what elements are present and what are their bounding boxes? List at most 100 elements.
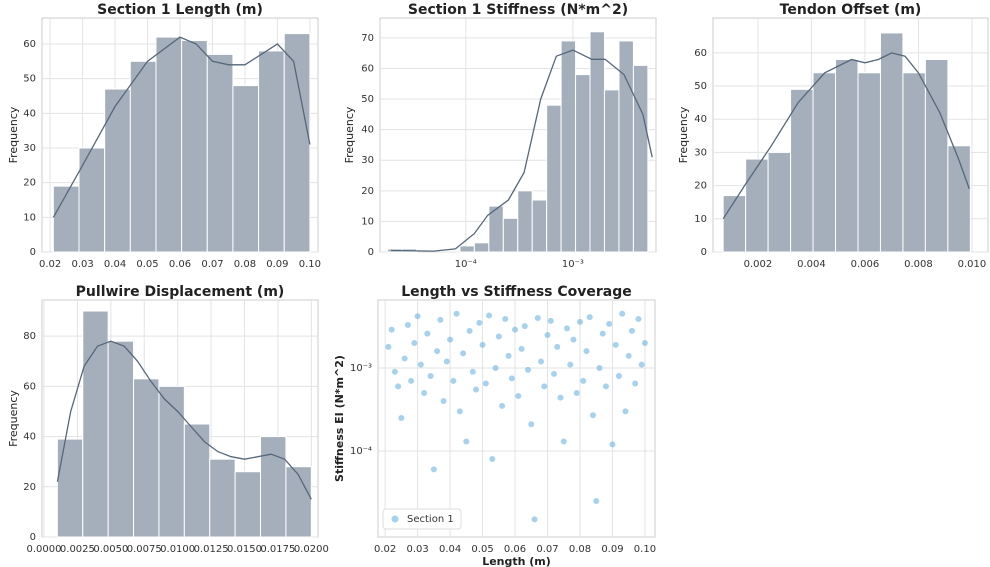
scatter-point xyxy=(586,314,593,321)
histogram-bar xyxy=(632,64,649,253)
x-tick-label: 0.02 xyxy=(39,259,61,270)
y-tick-label: 0 xyxy=(368,247,374,258)
x-tick-label: 0.05 xyxy=(471,544,493,555)
histogram-bar xyxy=(107,340,135,538)
histogram-bar xyxy=(129,60,157,253)
x-tick-label: 0.07 xyxy=(201,259,223,270)
histogram-bar xyxy=(517,190,533,253)
y-tick-label: 50 xyxy=(23,74,36,85)
histogram-bar xyxy=(285,466,312,538)
legend-marker xyxy=(391,515,399,523)
x-axis-label: Length (m) xyxy=(482,555,551,567)
histogram-bar xyxy=(206,53,234,253)
histogram-bar xyxy=(155,36,183,253)
x-tick-label: 0.10 xyxy=(634,544,656,555)
scatter-point xyxy=(424,330,431,337)
histogram-bar xyxy=(56,438,84,538)
x-tick-label: 0.0075 xyxy=(127,544,162,555)
y-tick-label: 20 xyxy=(23,482,36,493)
y-tick-label: 10 xyxy=(23,212,36,223)
scatter-point xyxy=(541,383,548,390)
kde-line xyxy=(56,340,312,500)
y-tick-label: 30 xyxy=(361,155,374,166)
histogram-bar xyxy=(531,199,548,253)
histogram-bar xyxy=(104,88,131,253)
scatter-point xyxy=(469,368,476,375)
scatter-point xyxy=(596,365,603,372)
y-tick-label: 40 xyxy=(361,125,374,136)
kde-line xyxy=(52,36,311,218)
scatter-point xyxy=(525,366,532,373)
y-tick-label: 30 xyxy=(23,143,36,154)
x-tick-label: 0.0125 xyxy=(194,544,229,555)
kde-line xyxy=(390,49,653,252)
x-tick-label: 0.04 xyxy=(104,259,126,270)
scatter-point xyxy=(430,466,437,473)
scatter-point xyxy=(492,365,499,372)
histogram-bar xyxy=(767,151,792,253)
histogram-bar xyxy=(902,72,926,253)
scatter-point xyxy=(479,341,486,348)
histogram-bar xyxy=(812,72,837,253)
y-tick-label: 40 xyxy=(23,432,36,443)
y-axis-label: Frequency xyxy=(343,106,356,163)
scatter-point xyxy=(508,375,515,382)
y-tick-label: 60 xyxy=(23,381,36,392)
legend-box xyxy=(382,508,462,530)
x-tick-label: 0.08 xyxy=(234,259,256,270)
scatter-point xyxy=(466,327,473,334)
x-tick-label: 0.0025 xyxy=(60,544,95,555)
x-tick-label: 0.08 xyxy=(569,544,591,555)
scatter-point xyxy=(440,398,447,405)
histogram-bar xyxy=(790,88,814,253)
y-tick-label: 60 xyxy=(23,39,36,50)
x-tick-label: 0.03 xyxy=(406,544,428,555)
y-axis-label: Frequency xyxy=(7,106,20,163)
scatter-point xyxy=(476,319,483,326)
scatter-point xyxy=(544,331,551,338)
scatter-point xyxy=(502,315,509,322)
y-tick-label: 0 xyxy=(30,532,36,543)
y-tick-label: 20 xyxy=(361,186,374,197)
x-tick-label: 0.004 xyxy=(797,259,826,270)
scatter-point xyxy=(573,389,580,396)
legend-label: Section 1 xyxy=(407,514,454,525)
y-tick-label: 0 xyxy=(30,247,36,258)
scatter-point xyxy=(408,377,415,384)
histogram-bar xyxy=(209,458,236,538)
scatter-point xyxy=(489,456,496,463)
scatter-point xyxy=(635,315,642,322)
scatter-point xyxy=(599,330,606,337)
y-axis-label: Frequency xyxy=(677,106,690,163)
panel: 0.002 0.004 0.006 0.008 0.010 0 10 20 30 40 50 60 Te… xyxy=(677,2,989,270)
histogram-bar xyxy=(234,471,262,538)
y-tick-label: 60 xyxy=(361,63,374,74)
x-tick-label: 0.06 xyxy=(504,544,526,555)
x-tick-label: 0.03 xyxy=(71,259,93,270)
x-tick-label: 0.008 xyxy=(904,259,933,270)
y-tick-label: 50 xyxy=(361,94,374,105)
histogram-bar xyxy=(560,40,577,253)
panel: 0.02 0.03 0.04 0.05 0.06 0.07 0.08 0.09 0.10 0 10 2… xyxy=(7,2,321,270)
x-tick-label: 0.06 xyxy=(169,259,191,270)
scatter-point xyxy=(505,352,512,359)
scatter-point xyxy=(622,408,629,415)
scatter-point xyxy=(638,361,645,368)
y-tick-label: 70 xyxy=(361,33,374,44)
y-tick-label: 50 xyxy=(694,81,707,92)
scatter-point xyxy=(398,414,405,421)
scatter-point xyxy=(615,373,622,380)
scatter-point xyxy=(521,323,528,330)
scatter-point xyxy=(632,380,639,387)
scatter-point xyxy=(609,441,616,448)
scatter-point xyxy=(576,318,583,325)
x-tick-label: 0.0150 xyxy=(227,544,262,555)
scatter-point xyxy=(388,326,395,333)
scatter-point xyxy=(447,336,454,343)
scatter-point xyxy=(531,516,538,523)
x-tick-label: 0.002 xyxy=(744,259,773,270)
x-tick-label: 0.09 xyxy=(266,259,288,270)
histogram-bar xyxy=(260,436,287,538)
histogram-bar xyxy=(459,245,475,253)
scatter-point xyxy=(606,320,613,327)
